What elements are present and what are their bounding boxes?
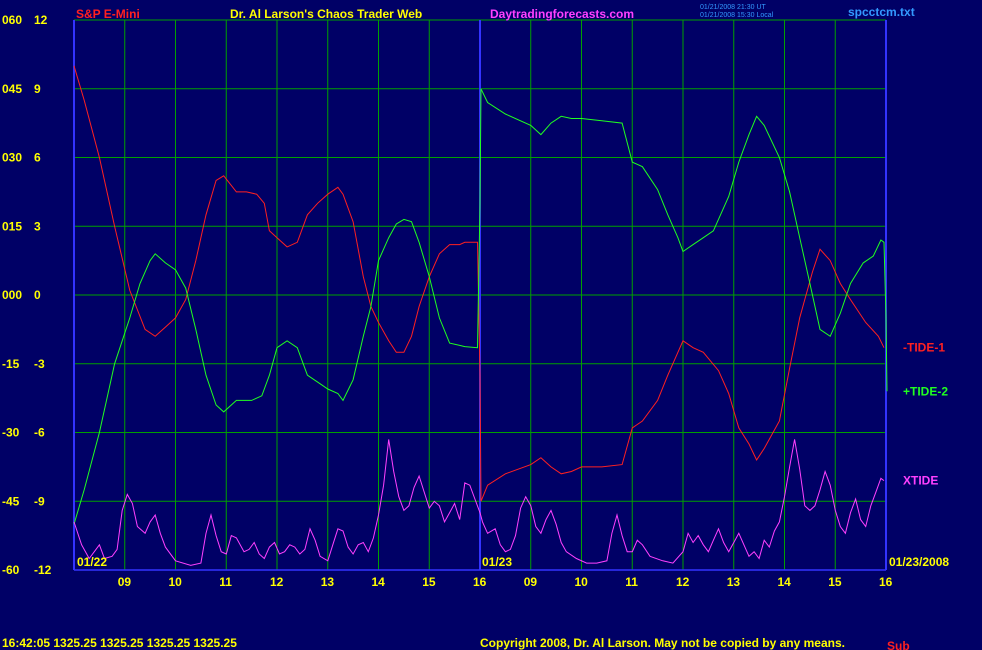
y-tick-outer: -60: [2, 563, 20, 577]
y-tick-inner: 6: [34, 151, 41, 165]
symbol-title: S&P E-Mini: [76, 7, 140, 21]
corner-tag: Sub: [887, 639, 910, 650]
file-name: spcctcm.txt: [848, 5, 915, 19]
date-label: 01/23/2008: [889, 555, 949, 569]
site-title: Daytradingforecasts.com: [490, 7, 634, 21]
legend-label: -TIDE-1: [903, 341, 945, 355]
x-tick-label: 12: [270, 575, 284, 589]
chart-series: [73, 65, 888, 566]
series-tide-2: [73, 88, 888, 525]
y-tick-outer: 060: [2, 13, 22, 27]
copyright: Copyright 2008, Dr. Al Larson. May not b…: [480, 636, 845, 650]
y-tick-outer: -45: [2, 494, 20, 508]
chart-title: Dr. Al Larson's Chaos Trader Web: [230, 7, 422, 21]
series-tide-1: [73, 65, 885, 502]
timestamp-local: 01/21/2008 15:30 Local: [700, 12, 774, 19]
y-tick-inner: -12: [34, 563, 52, 577]
y-tick-inner: -6: [34, 426, 45, 440]
y-tick-inner: 9: [34, 82, 41, 96]
x-tick-label: 09: [118, 575, 132, 589]
y-tick-inner: -9: [34, 494, 45, 508]
x-tick-label: 13: [321, 575, 335, 589]
x-tick-label: 14: [372, 575, 386, 589]
chart-axes: [73, 20, 887, 571]
x-tick-label: 15: [828, 575, 842, 589]
y-tick-outer: -30: [2, 426, 20, 440]
y-tick-outer: 000: [2, 288, 22, 302]
x-tick-label: 12: [676, 575, 690, 589]
x-tick-label: 10: [575, 575, 589, 589]
x-tick-label: 13: [727, 575, 741, 589]
x-tick-label: 14: [778, 575, 792, 589]
x-tick-label: 16: [879, 575, 893, 589]
x-tick-label: 09: [524, 575, 538, 589]
legend-label: XTIDE: [903, 474, 938, 488]
date-label: 01/23: [482, 555, 512, 569]
y-tick-inner: 12: [34, 13, 48, 27]
x-tick-label: 11: [625, 575, 638, 589]
timestamp-ut: 01/21/2008 21:30 UT: [700, 4, 766, 11]
x-tick-label: 16: [473, 575, 487, 589]
quote-line: 16:42:05 1325.25 1325.25 1325.25 1325.25: [2, 636, 237, 650]
x-tick-label: 15: [422, 575, 436, 589]
y-tick-inner: 0: [34, 288, 41, 302]
y-tick-outer: -15: [2, 357, 20, 371]
y-tick-inner: 3: [34, 219, 41, 233]
y-tick-outer: 015: [2, 219, 22, 233]
y-tick-outer: 030: [2, 151, 22, 165]
y-tick-outer: 045: [2, 82, 22, 96]
y-tick-inner: -3: [34, 357, 45, 371]
series-xtide: [73, 439, 885, 566]
legend-label: +TIDE-2: [903, 384, 948, 398]
x-tick-label: 10: [169, 575, 183, 589]
date-label: 01/22: [77, 555, 107, 569]
x-tick-label: 11: [219, 575, 232, 589]
